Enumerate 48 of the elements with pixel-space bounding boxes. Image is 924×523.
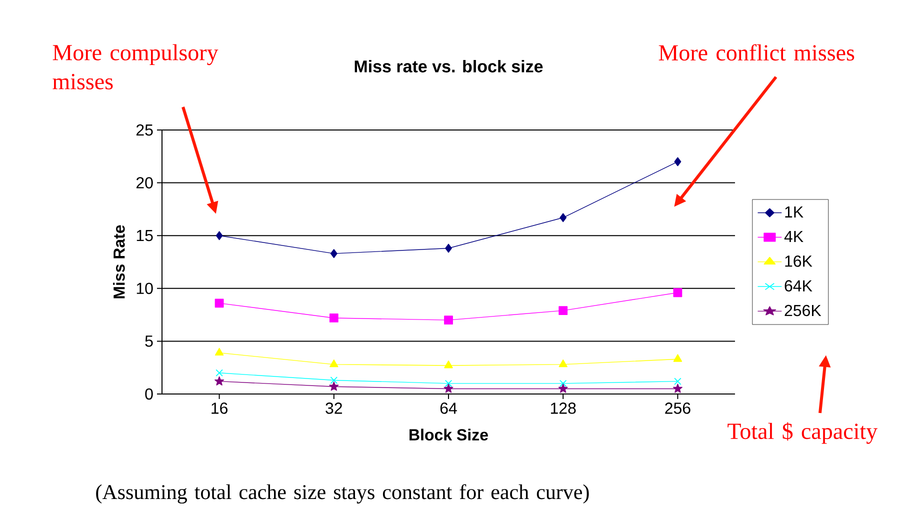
text: (Assuming total cache size stays constant for each curve) [96, 484, 589, 504]
point [560, 213, 567, 222]
x-tick-label: 128 [550, 402, 576, 414]
point [444, 380, 452, 388]
y-tick-label: 25 [136, 124, 153, 136]
x-tick-label: 64 [440, 402, 457, 414]
point [329, 382, 339, 391]
legend-label: 64K [784, 280, 812, 292]
point [674, 157, 682, 166]
point [558, 306, 568, 316]
legend-label: 16K [785, 256, 812, 267]
point [330, 376, 338, 384]
text: Total $ capacity [728, 422, 878, 444]
y-tick-label: 5 [145, 336, 153, 347]
point [674, 378, 682, 385]
point [214, 376, 224, 386]
point [330, 249, 338, 258]
point [444, 384, 454, 393]
point [673, 354, 682, 362]
text: More compulsory misses [52, 44, 218, 90]
point [214, 298, 224, 308]
point [330, 359, 338, 368]
y-tick-label: 0 [145, 388, 153, 400]
point [444, 316, 453, 325]
point [214, 348, 224, 356]
y-tick-label: 20 [136, 177, 153, 188]
text: More conflict misses [658, 44, 854, 61]
chart-title: Miss rate vs. block size [354, 60, 543, 72]
point [672, 384, 682, 393]
point [559, 380, 567, 388]
point [216, 231, 223, 240]
x-tick-label: 256 [665, 402, 690, 414]
legend-label: 4K [784, 230, 804, 242]
x-axis-title: Block Size [410, 428, 488, 440]
y-tick-label: 15 [136, 230, 153, 242]
y-tick-label: 10 [136, 282, 153, 294]
point [673, 288, 682, 298]
y-axis-title: Miss Rate [113, 225, 125, 298]
point [216, 369, 223, 377]
point [558, 359, 568, 368]
x-tick-label: 16 [212, 402, 228, 414]
point [329, 314, 338, 322]
x-tick-label: 32 [326, 402, 342, 414]
legend-label: 1K [785, 206, 804, 218]
legend-label: 256K [784, 304, 822, 316]
point [558, 384, 568, 393]
point [444, 360, 453, 368]
point [445, 244, 452, 253]
